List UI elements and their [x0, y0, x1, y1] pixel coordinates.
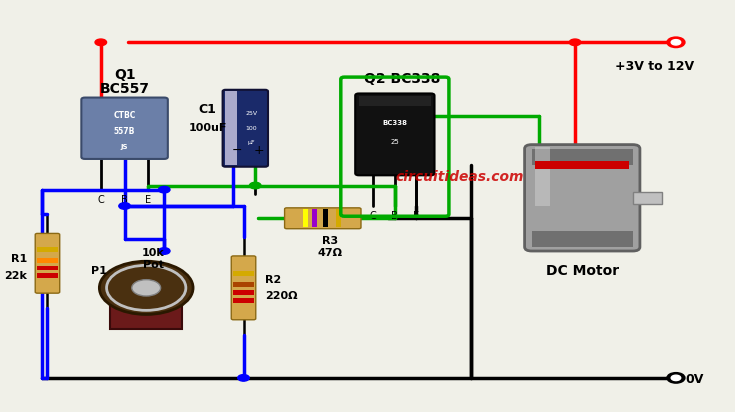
Text: CTBC: CTBC — [113, 111, 136, 120]
Text: E: E — [413, 211, 420, 221]
Text: B: B — [121, 195, 128, 205]
Bar — [535, 147, 550, 206]
Text: DC Motor: DC Motor — [545, 265, 619, 279]
Bar — [303, 209, 308, 227]
Text: −: − — [232, 144, 243, 157]
Text: P1: P1 — [91, 267, 107, 276]
Text: Q1: Q1 — [114, 68, 135, 82]
Circle shape — [95, 39, 107, 46]
Text: C: C — [98, 195, 104, 205]
Text: BC338: BC338 — [382, 120, 407, 126]
Text: +: + — [254, 144, 264, 157]
Bar — [234, 282, 254, 287]
Bar — [532, 231, 633, 247]
Text: 0V: 0V — [685, 373, 703, 386]
FancyBboxPatch shape — [525, 145, 640, 251]
Text: circuitideas.com: circuitideas.com — [395, 170, 524, 184]
Text: R2: R2 — [265, 275, 282, 285]
Bar — [535, 161, 629, 169]
Text: +3V to 12V: +3V to 12V — [615, 61, 694, 73]
Bar — [37, 266, 57, 270]
Text: Q2 BC338: Q2 BC338 — [364, 72, 440, 86]
FancyBboxPatch shape — [223, 90, 268, 167]
Text: 25V: 25V — [245, 111, 257, 116]
Bar — [234, 298, 254, 303]
Text: BC557: BC557 — [99, 82, 150, 96]
Circle shape — [237, 375, 249, 381]
FancyBboxPatch shape — [82, 98, 168, 159]
Circle shape — [159, 186, 170, 193]
Circle shape — [159, 248, 170, 254]
Text: 557B: 557B — [114, 126, 135, 136]
FancyBboxPatch shape — [284, 208, 361, 229]
FancyBboxPatch shape — [355, 94, 434, 176]
Circle shape — [249, 182, 261, 189]
Text: 10k: 10k — [142, 248, 165, 258]
Circle shape — [671, 375, 681, 381]
Text: 100: 100 — [245, 126, 257, 131]
Bar — [37, 247, 57, 252]
Circle shape — [99, 261, 193, 314]
Bar — [110, 298, 182, 329]
Text: E: E — [146, 195, 151, 205]
Bar — [323, 209, 328, 227]
Circle shape — [667, 373, 684, 383]
Text: Pot: Pot — [143, 260, 164, 270]
Circle shape — [671, 40, 681, 45]
Text: µF: µF — [248, 140, 255, 145]
Bar — [336, 209, 341, 227]
Text: 47Ω: 47Ω — [318, 248, 343, 258]
Text: C: C — [370, 211, 376, 221]
Bar — [37, 273, 57, 278]
Bar — [234, 290, 254, 295]
Circle shape — [132, 280, 161, 296]
Circle shape — [570, 39, 581, 46]
Text: 25: 25 — [390, 139, 399, 145]
Text: 100uF: 100uF — [188, 123, 226, 133]
Bar — [359, 96, 431, 106]
FancyBboxPatch shape — [232, 256, 256, 320]
Bar — [312, 209, 317, 227]
Text: R1: R1 — [11, 254, 27, 264]
Bar — [633, 192, 662, 204]
Text: B: B — [392, 211, 398, 221]
FancyBboxPatch shape — [35, 234, 60, 293]
Bar — [226, 91, 237, 165]
Bar — [234, 271, 254, 276]
Text: 220Ω: 220Ω — [265, 291, 298, 301]
Text: 22k: 22k — [4, 271, 27, 281]
Text: R3: R3 — [322, 236, 338, 246]
Bar — [37, 258, 57, 263]
Text: JS: JS — [121, 143, 129, 150]
Circle shape — [667, 37, 684, 47]
Circle shape — [119, 203, 130, 209]
Bar — [532, 149, 633, 165]
Text: C1: C1 — [198, 103, 216, 116]
